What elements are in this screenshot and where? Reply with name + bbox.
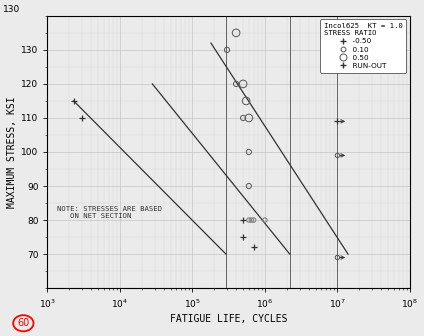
Point (245, 115, 252, 121)
Point (233, 81, 240, 87)
Point (250, 245, 257, 250)
Point (240, 235, 246, 240)
Point (243, 98, 249, 103)
Point (240, 81, 246, 87)
Text: 130: 130 (3, 5, 20, 14)
Point (233, 30, 240, 36)
Text: NOTE: STRESSES ARE BASED
   ON NET SECTION: NOTE: STRESSES ARE BASED ON NET SECTION (56, 206, 162, 219)
Point (334, 153, 341, 158)
Y-axis label: MAXIMUM STRESS, KSI: MAXIMUM STRESS, KSI (7, 96, 17, 208)
Point (245, 217, 252, 223)
Point (334, 255, 341, 260)
X-axis label: FATIGUE LIFE, CYCLES: FATIGUE LIFE, CYCLES (170, 314, 287, 324)
Point (262, 217, 268, 223)
Point (70, 98, 77, 103)
Point (245, 149, 252, 155)
Point (250, 217, 257, 223)
Point (334, 119, 341, 124)
Point (78, 115, 85, 121)
Text: 60: 60 (17, 318, 29, 328)
Point (240, 115, 246, 121)
Point (240, 217, 246, 223)
Point (245, 183, 252, 189)
Legend:   -0.50,   0.10,   0.50,   RUN-OUT: -0.50, 0.10, 0.50, RUN-OUT (321, 19, 406, 73)
Point (223, 47, 230, 52)
Point (248, 217, 255, 223)
